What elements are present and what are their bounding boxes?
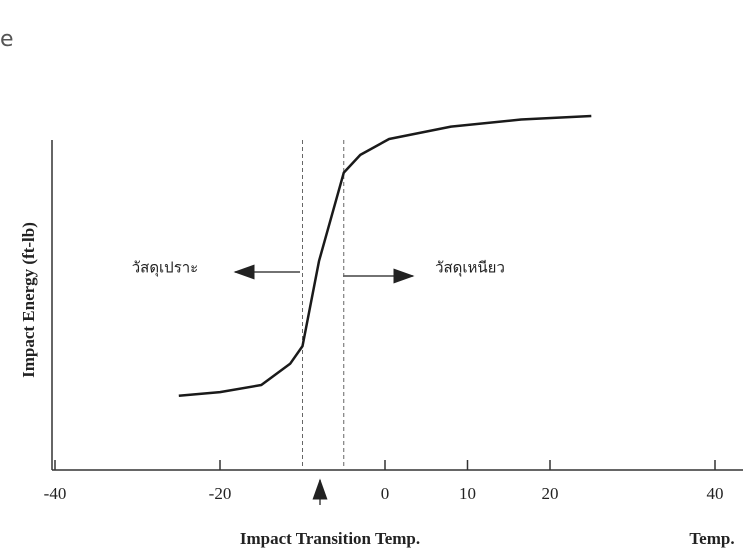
y-axis-label: Impact Energy (ft-lb) <box>19 222 38 378</box>
x-tick-label: 20 <box>542 484 559 503</box>
x-tick-label: 10 <box>459 484 476 503</box>
x-tick-label: 40 <box>707 484 724 503</box>
ductile-label: วัสดุเหนียว <box>435 259 505 278</box>
x-axis-unit: Temp. <box>689 529 734 548</box>
x-tick-label: -40 <box>44 484 67 503</box>
cut-text: e <box>0 27 14 52</box>
energy-curve <box>178 114 592 397</box>
x-axis-label: Impact Transition Temp. <box>240 529 420 548</box>
x-tick-label: -20 <box>209 484 232 503</box>
x-tick-label: 0 <box>381 484 390 503</box>
brittle-label: วัสดุเปราะ <box>132 259 199 278</box>
